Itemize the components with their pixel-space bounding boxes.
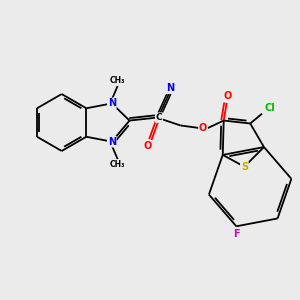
Text: N: N <box>108 137 116 147</box>
Text: N: N <box>108 98 116 108</box>
Text: CH₃: CH₃ <box>110 76 125 85</box>
Text: F: F <box>233 229 240 239</box>
Text: CH₃: CH₃ <box>110 160 125 169</box>
Text: O: O <box>143 141 151 151</box>
Text: Cl: Cl <box>265 103 275 113</box>
Text: O: O <box>224 91 232 101</box>
Text: S: S <box>241 162 248 172</box>
Text: O: O <box>199 123 207 134</box>
Text: C: C <box>156 113 162 122</box>
Text: N: N <box>166 83 174 93</box>
